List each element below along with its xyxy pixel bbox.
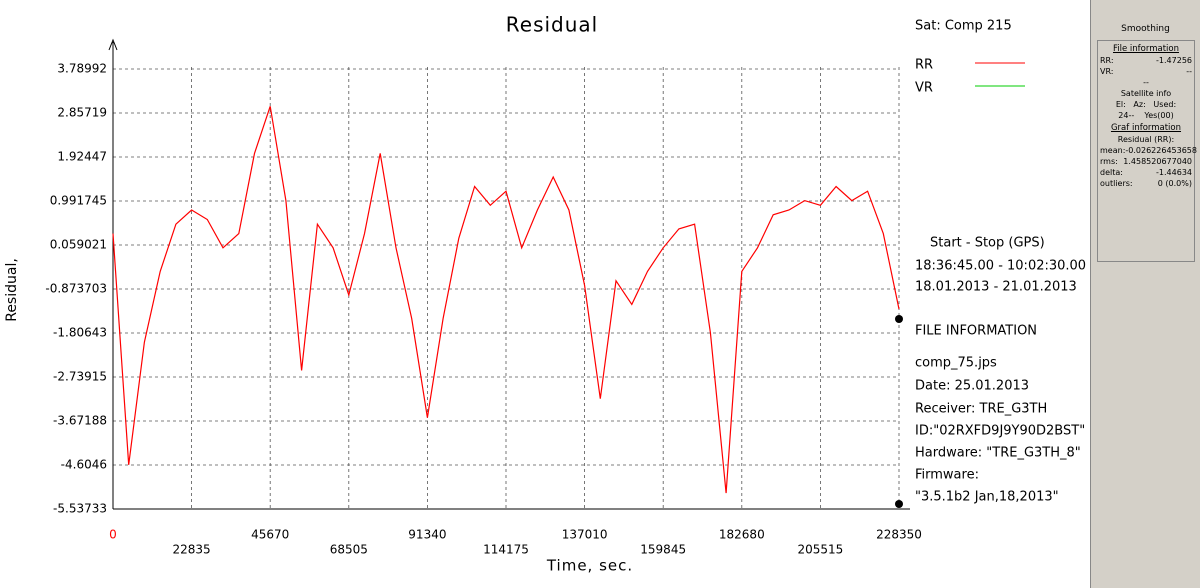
- x-tick-label: 205515: [797, 543, 843, 557]
- y-tick-label: -1.80643: [53, 326, 107, 340]
- info-text: "3.5.1b2 Jan,18,2013": [915, 490, 1059, 505]
- chart-title: Residual: [506, 13, 598, 37]
- info-text: Hardware: "TRE_G3TH_8": [915, 446, 1081, 461]
- legend-label: VR: [915, 81, 933, 96]
- x-tick-label: 182680: [719, 528, 765, 542]
- info-text: FILE INFORMATION: [915, 324, 1037, 339]
- cursor-marker: [895, 500, 903, 508]
- info-text: comp_75.jps: [915, 356, 997, 371]
- label: VR:: [1100, 67, 1114, 76]
- value: 1.458520677040: [1123, 157, 1192, 166]
- y-tick-label: -2.73915: [53, 369, 107, 383]
- panel-box: File information RR: -1.47256 VR: -- -- Sa…: [1097, 40, 1197, 262]
- y-tick-label: 1.92447: [57, 150, 107, 164]
- x-tick-label: 137010: [562, 528, 608, 542]
- info-text: Firmware:: [915, 468, 979, 483]
- info-text: Start - Stop (GPS): [930, 236, 1045, 251]
- label: El: Az: Used:: [1115, 100, 1177, 109]
- section-title: File information: [1113, 44, 1179, 54]
- value: 0 (0.0%): [1157, 179, 1192, 188]
- y-tick-label: 2.85719: [57, 106, 107, 120]
- x-tick-label: 91340: [408, 528, 446, 542]
- y-tick-label: 0.991745: [50, 194, 107, 208]
- info-text: 18.01.2013 - 21.01.2013: [915, 280, 1077, 295]
- value: 24-- Yes(00): [1118, 111, 1174, 120]
- y-tick-label: -5.53733: [53, 502, 107, 516]
- x-tick-label: 45670: [251, 528, 289, 542]
- label: rms:: [1100, 157, 1118, 166]
- y-tick-label: -3.67188: [53, 414, 107, 428]
- value: -1.44634: [1156, 168, 1192, 177]
- axis-arrow: [108, 38, 118, 51]
- chart: Residual Time, sec. Residual, Sat: Comp …: [4, 13, 1086, 575]
- value: -0.026226453658: [1125, 146, 1197, 155]
- panel-title: Smoothing: [1121, 24, 1170, 34]
- data-line: [112, 106, 900, 494]
- x-axis-label: Time, sec.: [546, 557, 633, 575]
- info-text: Date: 25.01.2013: [915, 379, 1029, 394]
- label: outliers:: [1100, 179, 1133, 188]
- legend-title: Sat: Comp 215: [915, 19, 1012, 34]
- info-text: 18:36:45.00 - 10:02:30.00: [915, 259, 1086, 274]
- info-text: ID:"02RXFD9J9Y90D2BST": [915, 424, 1085, 439]
- label: mean:: [1100, 146, 1126, 155]
- value: --: [1143, 78, 1149, 87]
- x-tick-label: 114175: [483, 543, 529, 557]
- cursor-marker: [895, 315, 903, 323]
- x-tick-label: 68505: [330, 543, 368, 557]
- x-tick-label: 159845: [640, 543, 686, 557]
- x-tick-label: 0: [109, 528, 117, 542]
- legend-label: RR: [915, 58, 933, 73]
- y-tick-label: -0.873703: [45, 281, 107, 295]
- section-title: Graf information: [1110, 123, 1182, 133]
- y-axis-label: Residual,: [4, 258, 20, 322]
- y-tick-label: -4.6046: [61, 457, 107, 471]
- value: -1.47256: [1156, 56, 1192, 65]
- side-panel: Smoothing File information RR: -1.47256 V…: [1090, 0, 1200, 588]
- label: delta:: [1100, 168, 1123, 177]
- info-text: Receiver: TRE_G3TH: [915, 402, 1047, 417]
- x-tick-label: 22835: [173, 543, 211, 557]
- x-tick-label: 228350: [876, 528, 922, 542]
- y-tick-label: 3.78992: [57, 62, 107, 76]
- label: Residual (RR):: [1117, 135, 1175, 144]
- value: --: [1186, 67, 1192, 76]
- y-tick-label: 0.059021: [50, 237, 107, 251]
- section-title: Satellite info: [1120, 89, 1172, 98]
- label: RR:: [1100, 56, 1114, 65]
